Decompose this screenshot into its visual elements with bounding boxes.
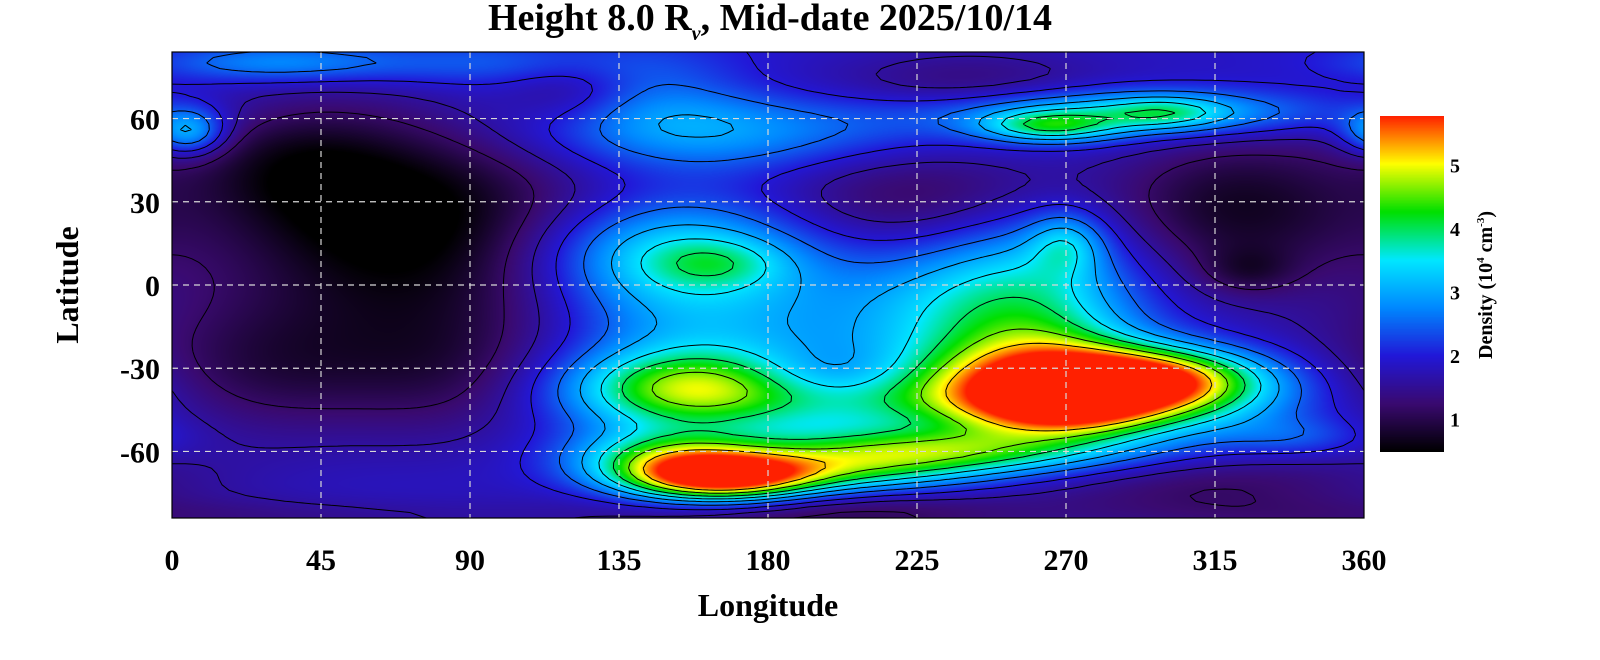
title-suffix: , Mid-date 2025/10/14: [701, 0, 1052, 39]
colorbar-gradient-holder: [1380, 116, 1444, 452]
colorbar-tick-label: 5: [1450, 156, 1460, 178]
x-tick-label: 225: [895, 544, 940, 577]
contour-level-0: [171, 111, 1365, 519]
plot-area: [171, 51, 1365, 519]
contour-level-1: [171, 55, 1365, 519]
x-tick-label: 0: [165, 544, 180, 577]
y-tick-label: 60: [130, 104, 160, 137]
colorbar-label: Density (104 cm-3): [1475, 211, 1497, 359]
cbar-label-prefix: Density (10: [1475, 263, 1497, 359]
contour-level-6: [612, 109, 1246, 497]
contour-level-3: [171, 51, 1365, 506]
contour-level-2: [171, 51, 1365, 511]
x-tick-label: 270: [1044, 544, 1089, 577]
y-tick-labels: 60 30 0 -30 -60: [120, 104, 160, 470]
x-tick-label: 180: [746, 544, 791, 577]
x-tick-labels: 0 45 90 135 180 225 270 315 360: [165, 544, 1387, 577]
y-tick-label: 30: [130, 187, 160, 220]
grid-lines: [172, 52, 1364, 518]
x-tick-label: 360: [1342, 544, 1387, 577]
x-tick-label: 315: [1193, 544, 1238, 577]
y-tick-label: -30: [120, 353, 160, 386]
colorbar-tick-labels: 1 2 3 4 5: [1450, 156, 1460, 432]
x-axis-label: Longitude: [698, 587, 838, 623]
x-tick-label: 90: [455, 544, 485, 577]
colorbar-tick-label: 2: [1450, 346, 1460, 368]
colorbar-gradient: [1380, 116, 1444, 452]
contour-lines: [171, 51, 1365, 519]
contour-level-8: [642, 342, 1213, 491]
y-tick-label: 0: [145, 270, 160, 303]
x-tick-label: 45: [306, 544, 336, 577]
cbar-label-exp2: -3: [1475, 217, 1487, 227]
contour-level-5: [598, 101, 1262, 500]
x-tick-label: 135: [597, 544, 642, 577]
y-axis-label: Latitude: [49, 226, 85, 343]
colorbar-tick-label: 3: [1450, 283, 1460, 305]
colorbar-tick-label: 4: [1450, 219, 1460, 241]
cbar-label-exp1: 4: [1475, 257, 1487, 263]
chart-title: Height 8.0 Rv, Mid-date 2025/10/14: [488, 0, 1052, 45]
cbar-label-suffix: ): [1475, 211, 1497, 218]
colorbar-tick-label: 1: [1450, 409, 1460, 431]
cbar-label-mid: cm: [1475, 227, 1497, 258]
title-subscript: v: [692, 23, 702, 45]
contour-level-4: [180, 96, 1280, 503]
plot-frame: [171, 51, 1365, 519]
title-prefix: Height 8.0 R: [488, 0, 692, 39]
y-tick-label: -60: [120, 436, 160, 469]
